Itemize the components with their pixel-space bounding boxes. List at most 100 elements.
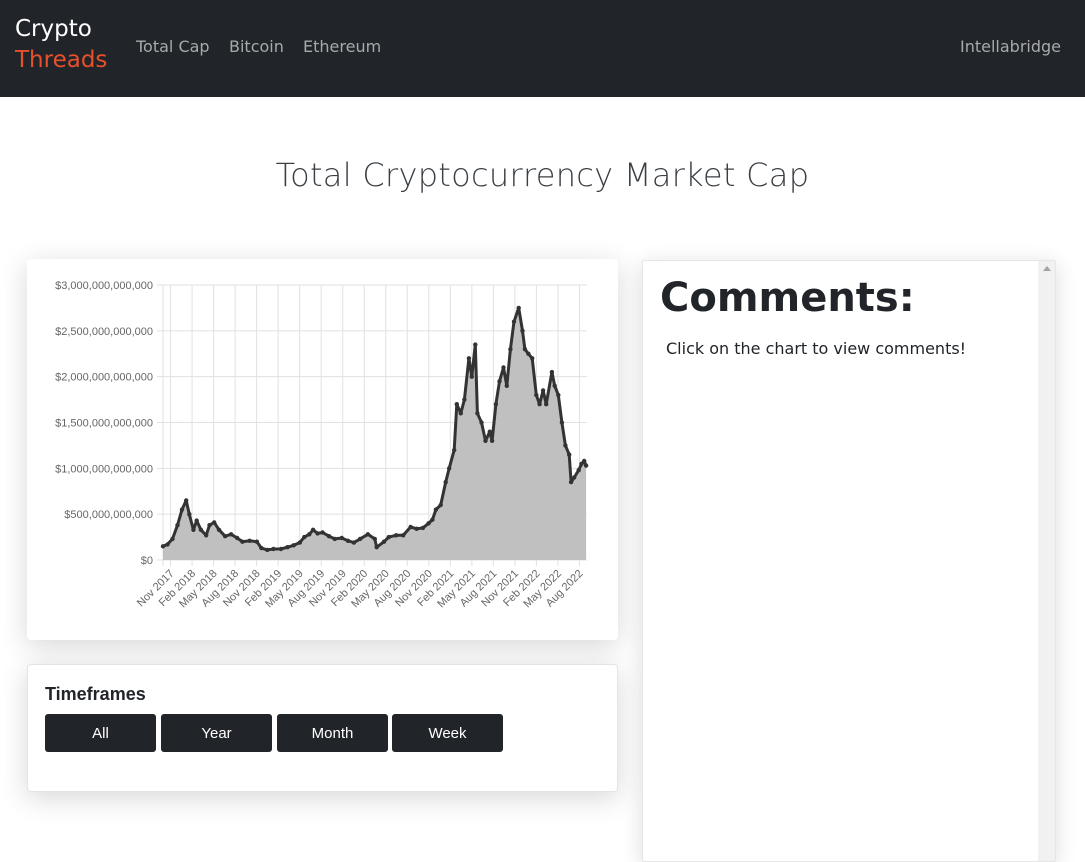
data-point	[357, 536, 363, 542]
scroll-up-arrow-icon[interactable]	[1043, 266, 1051, 271]
data-point	[216, 527, 222, 532]
data-point	[332, 536, 337, 542]
y-tick-label: $0	[141, 555, 153, 567]
top-navbar: Crypto Threads Total Cap Bitcoin Ethereu…	[0, 0, 1085, 97]
data-point	[430, 517, 435, 522]
data-point	[549, 369, 555, 375]
data-point	[530, 356, 535, 361]
comments-scrollbar[interactable]	[1038, 261, 1055, 861]
brand-text-bottom: Threads	[15, 47, 108, 73]
data-point	[568, 479, 574, 485]
data-point	[466, 356, 472, 361]
data-point	[222, 534, 228, 539]
data-point	[228, 532, 234, 537]
data-point	[291, 543, 296, 548]
data-point	[559, 420, 565, 425]
data-point	[204, 533, 209, 538]
data-point	[351, 540, 357, 545]
timeframe-week-button[interactable]: Week	[392, 714, 503, 752]
data-point	[473, 342, 478, 347]
data-point	[526, 351, 531, 356]
data-point	[297, 540, 302, 545]
data-point	[165, 542, 170, 547]
page-title: Total Cryptocurrency Market Cap	[275, 156, 810, 194]
data-point	[386, 534, 391, 540]
nav-link-intellabridge[interactable]: Intellabridge	[959, 37, 1061, 56]
data-point	[582, 458, 587, 464]
data-point	[374, 545, 379, 550]
data-point	[469, 374, 474, 379]
data-point	[447, 466, 452, 471]
data-point	[443, 479, 448, 485]
data-point	[572, 475, 577, 480]
brand-text-top: Crypto	[15, 16, 92, 42]
data-point	[544, 402, 549, 407]
data-point	[401, 533, 406, 538]
data-point	[271, 546, 276, 552]
data-point	[259, 545, 264, 551]
data-point	[315, 531, 320, 536]
data-point	[576, 468, 581, 473]
data-point	[408, 524, 413, 530]
data-point	[552, 383, 557, 388]
market-cap-area	[163, 307, 587, 560]
market-cap-chart[interactable]: $0 $500,000,000,000 $1,000,000,000,000 $1,5…	[27, 259, 618, 640]
data-point	[454, 402, 459, 407]
data-point	[191, 527, 196, 532]
data-point	[426, 521, 431, 526]
nav-link-bitcoin[interactable]: Bitcoin	[229, 37, 284, 56]
data-point	[537, 402, 542, 407]
data-point	[489, 438, 495, 443]
data-point	[452, 447, 457, 453]
data-point	[483, 438, 488, 443]
data-point	[365, 532, 371, 537]
data-point	[381, 539, 387, 544]
data-point	[320, 530, 325, 535]
data-point	[187, 512, 192, 517]
data-point	[475, 411, 480, 416]
data-point	[240, 539, 245, 544]
comments-panel: Comments: Click on the chart to view com…	[642, 260, 1056, 862]
data-point	[184, 498, 189, 503]
data-point	[254, 539, 260, 544]
data-point	[458, 411, 463, 416]
data-point	[504, 383, 509, 388]
data-point	[497, 379, 502, 384]
data-point	[520, 328, 525, 333]
data-point	[212, 520, 217, 525]
data-point	[345, 538, 351, 543]
data-point	[583, 463, 589, 468]
brand-logo[interactable]: Crypto Threads	[15, 14, 107, 76]
data-point	[278, 546, 284, 552]
data-point	[556, 392, 561, 398]
data-point	[462, 397, 467, 402]
timeframes-card: Timeframes All Year Month Week	[27, 664, 618, 792]
timeframe-all-button[interactable]: All	[45, 714, 156, 752]
data-point	[339, 535, 344, 541]
data-point	[393, 533, 399, 538]
data-point	[179, 507, 185, 512]
y-tick-label: $1,500,000,000,000	[55, 418, 153, 430]
timeframes-title: Timeframes	[45, 684, 146, 704]
data-point	[487, 429, 492, 434]
y-tick-label: $2,000,000,000,000	[55, 372, 153, 384]
data-point	[198, 527, 204, 532]
data-point	[285, 545, 290, 550]
data-point	[508, 347, 513, 352]
timeframe-month-button[interactable]: Month	[277, 714, 388, 752]
nav-link-ethereum[interactable]: Ethereum	[303, 37, 382, 56]
data-point	[534, 392, 539, 398]
data-point	[310, 527, 316, 532]
chart-card[interactable]: $0 $500,000,000,000 $1,000,000,000,000 $1,5…	[27, 259, 618, 640]
nav-link-total-cap[interactable]: Total Cap	[136, 37, 210, 56]
data-point	[516, 305, 521, 311]
data-point	[479, 420, 484, 425]
data-point	[265, 547, 270, 553]
data-point	[326, 534, 332, 539]
data-point	[170, 536, 175, 542]
data-point	[522, 347, 528, 352]
data-point	[493, 402, 499, 407]
data-point	[420, 525, 426, 531]
data-point	[175, 523, 180, 528]
timeframe-year-button[interactable]: Year	[161, 714, 272, 752]
